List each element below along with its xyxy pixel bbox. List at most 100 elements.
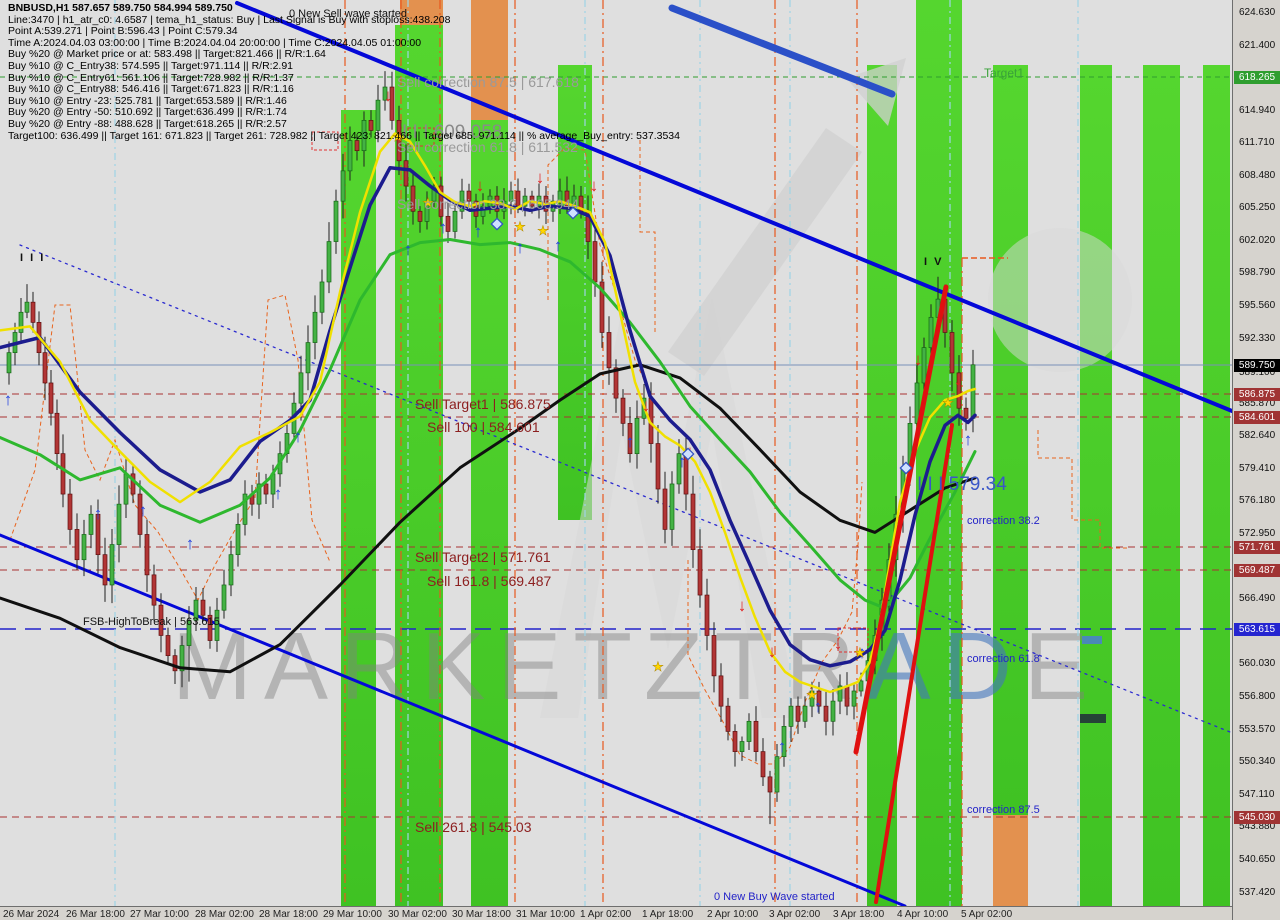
mid-channel-dotted-line[interactable] [19,244,1231,733]
buy-signal-arrow-icon[interactable]: ↑ [554,236,563,255]
green-zone-band[interactable] [1203,65,1230,906]
green-zone-band[interactable] [1080,65,1112,906]
price-tick-label: 553.570 [1239,724,1276,735]
buy-signal-arrow-icon[interactable]: ↑ [814,697,823,716]
sell-signal-arrow-icon[interactable]: ↓ [914,350,923,369]
candle-body [137,493,143,535]
lower-channel-line[interactable] [0,533,907,908]
candle-body [536,195,542,207]
star-signal-icon[interactable]: ★ [942,395,954,411]
impulse-line-2[interactable] [874,423,954,904]
candle-body [711,635,717,677]
sell-correction-875-label: Sell correction 87.5 | 617.618 [397,74,579,90]
buy-signal-arrow-icon[interactable]: ↑ [404,240,413,259]
price-tick-label: 560.030 [1239,658,1276,669]
indicator-envelope-line [547,147,653,398]
price-tick-label: 614.940 [1239,105,1276,116]
star-signal-icon[interactable]: ★ [514,219,526,235]
candle-body [760,751,766,778]
time-tick-label: 5 Apr 02:00 [961,909,1013,920]
orange-zone-band[interactable] [993,815,1028,906]
candle-body [662,488,668,530]
buy-signal-arrow-icon[interactable]: ↑ [626,432,635,451]
sell-signal-arrow-icon[interactable]: ↓ [384,86,393,105]
green-zone-band[interactable] [1143,65,1180,906]
time-tick-label: 3 Apr 18:00 [833,909,885,920]
logo-blue-stroke[interactable] [668,4,896,98]
candle-body [753,720,759,752]
diamond-signal-icon[interactable] [899,461,913,475]
price-tick-label: 585.870 [1239,398,1276,409]
buy-signal-arrow-icon[interactable]: ↑ [139,501,148,520]
green-zone-band[interactable] [993,65,1028,815]
pattern-box[interactable] [407,127,435,147]
sell-signal-arrow-icon[interactable]: ↓ [642,396,651,415]
pattern-box[interactable] [837,627,869,653]
pattern-box[interactable] [311,131,339,151]
watermark-text: MARKETZTRADE [172,612,1100,722]
buy-signal-arrow-icon[interactable]: ↑ [516,238,525,257]
diamond-signal-icon[interactable] [566,206,580,220]
sell-signal-arrow-icon[interactable]: ↓ [476,176,485,195]
candle-body [382,86,388,101]
candle-body [102,554,108,586]
candle-body [634,417,640,455]
info-line-9: Buy %20 @ Entry -88: 488.628 || Target:6… [8,117,287,130]
sell-signal-arrow-icon[interactable]: ↓ [768,642,777,661]
candle-body [24,301,30,313]
diamond-signal-icon[interactable] [681,447,695,461]
star-signal-icon[interactable]: ★ [854,645,866,661]
buy-signal-arrow-icon[interactable]: ↑ [439,218,448,237]
impulse-line-1[interactable] [853,284,949,755]
sell-signal-arrow-icon[interactable]: ↓ [536,168,545,187]
candle-body [809,690,815,707]
buy-signal-arrow-icon[interactable]: ↑ [274,484,283,503]
buy-signal-arrow-icon[interactable]: ↑ [294,427,303,446]
candle-body [914,382,920,424]
candle-body [298,372,304,404]
sell-signal-arrow-icon[interactable]: ↓ [590,176,599,195]
green-zone-band[interactable] [916,0,962,906]
candle-body [928,316,934,348]
candle-body [725,705,731,732]
buy-signal-arrow-icon[interactable]: ↑ [474,222,483,241]
diamond-signal-icon[interactable] [490,217,504,231]
green-zone-band[interactable] [867,65,897,906]
candle-body [669,483,675,530]
buy-signal-arrow-icon[interactable]: ↑ [4,390,13,409]
candle-body [746,720,752,742]
star-signal-icon[interactable]: ★ [392,129,404,145]
upper-channel-line[interactable] [235,1,1234,413]
price-axis[interactable]: 624.630 621.400 614.940 611.710 608.480 605.2… [1232,0,1280,920]
buy-signal-arrow-icon[interactable]: ↑ [964,430,973,449]
buy-signal-arrow-icon[interactable]: ↑ [678,452,687,471]
sell-signal-arrow-icon[interactable]: ↓ [738,596,747,615]
star-signal-icon[interactable]: ★ [652,659,664,675]
star-signal-icon[interactable]: ★ [422,195,434,211]
orange-zone-band[interactable] [400,0,443,25]
candle-body [837,685,843,702]
candle-body [480,205,486,217]
candle-body [368,120,374,131]
candle-body [508,190,514,202]
candle-body [431,185,437,202]
star-signal-icon[interactable]: ★ [537,223,549,239]
time-axis[interactable]: 26 Mar 2024 26 Mar 18:00 27 Mar 10:00 28 Ma… [0,906,1232,920]
info-line-10: Target100: 636.499 || Target 161: 671.82… [8,129,680,142]
green-zone-band[interactable] [471,120,508,906]
candle-body [256,483,262,505]
star-signal-icon[interactable]: ★ [806,687,818,703]
buy-signal-arrow-icon[interactable]: ↑ [186,534,195,553]
sell-signal-arrow-icon[interactable]: ↓ [954,370,963,389]
buy-signal-arrow-icon[interactable]: ↑ [778,737,787,756]
buy-signal-arrow-icon[interactable]: ↑ [94,504,103,523]
watermark-part-gray2: E [1024,613,1101,720]
buy-signal-arrow-icon[interactable]: ↑ [858,643,867,662]
price-level-badge: 618.265 [1234,70,1280,84]
candle-body [802,705,808,722]
candle-body [54,412,60,455]
sell-signal-arrow-icon[interactable]: ↓ [834,634,843,653]
green-zone-band[interactable] [395,25,443,906]
candle-body [655,443,661,490]
